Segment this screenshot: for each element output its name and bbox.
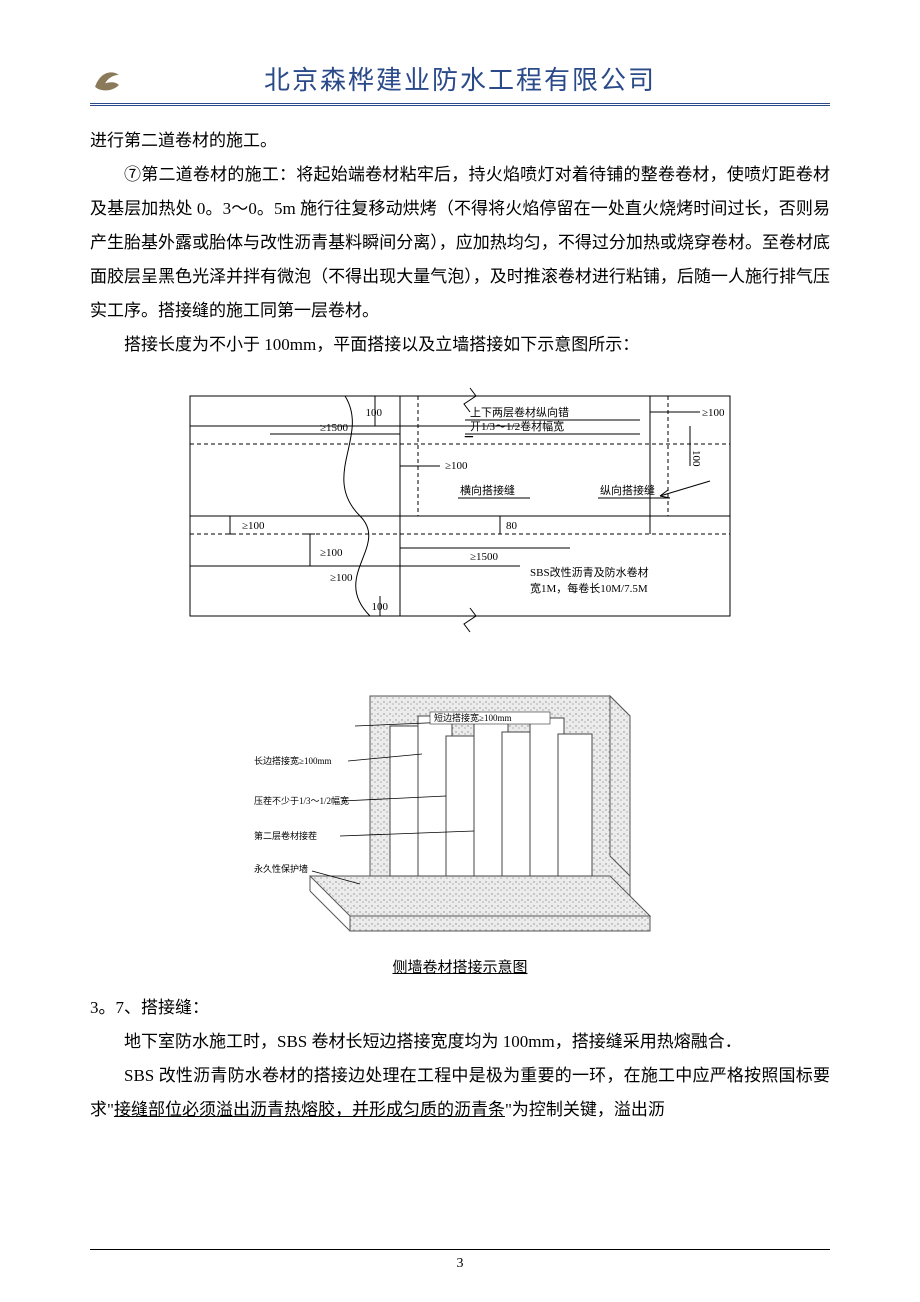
d2-label-1: 短边搭接宽≥100mm	[434, 712, 511, 723]
company-name: 北京森桦建业防水工程有限公司	[264, 60, 656, 97]
svg-text:─: ─	[464, 431, 473, 443]
paragraph-continuation: 进行第二道卷材的施工。	[90, 124, 830, 158]
note-sbs-a: SBS改性沥青及防水卷材	[530, 565, 649, 579]
paragraph-basement: 地下室防水施工时，SBS 卷材长短边搭接宽度均为 100mm，搭接缝采用热熔融合…	[90, 1025, 830, 1059]
page: 北京森桦建业防水工程有限公司 进行第二道卷材的施工。 ⑦第二道卷材的施工：将起始…	[0, 0, 920, 1302]
section-3-7: 3。7、搭接缝：	[90, 991, 830, 1025]
dim-1500-top: ≥1500	[320, 422, 349, 434]
footer-rule	[90, 1249, 830, 1250]
dim-1500-bot: ≥1500	[470, 551, 499, 563]
diagram-side-wall: 短边搭接宽≥100mm 长边搭接宽≥100mm 压茬不少于1/3～1/2幅宽 第…	[90, 676, 830, 946]
body: 进行第二道卷材的施工。 ⑦第二道卷材的施工：将起始端卷材粘牢后，持火焰喷灯对着待…	[90, 124, 830, 362]
diagram-plan-overlap: 100 ≥1500 ≥100 ≥100 ≥100 ≥100 ≥100 80 ≥1…	[90, 376, 830, 636]
paragraph-7: ⑦第二道卷材的施工：将起始端卷材粘牢后，持火焰喷灯对着待铺的整卷卷材，使喷灯距卷…	[90, 158, 830, 328]
dim-80: 80	[506, 520, 518, 532]
note-sbs-b: 宽1M，每卷长10M/7.5M	[530, 581, 648, 595]
dim-g100e: ≥100	[702, 407, 725, 419]
paragraph-overlap-intro: 搭接长度为不小于 100mm，平面搭接以及立墙搭接如下示意图所示：	[90, 328, 830, 362]
header: 北京森桦建业防水工程有限公司	[90, 60, 830, 106]
p5-tail: "为控制关键，溢出沥	[505, 1100, 665, 1119]
dim-100-top: 100	[366, 407, 383, 419]
d2-label-5: 永久性保护墙	[254, 863, 308, 874]
d2-label-2: 长边搭接宽≥100mm	[254, 755, 331, 766]
d2-label-4: 第二层卷材接茬	[254, 830, 317, 841]
dim-100-bot: 100	[372, 601, 389, 613]
paragraph-sbs-seam: SBS 改性沥青防水卷材的搭接边处理在工程中是极为重要的一环，在施工中应严格按照…	[90, 1059, 830, 1127]
dim-g100c: ≥100	[320, 547, 343, 559]
d2-label-3: 压茬不少于1/3～1/2幅宽	[254, 795, 349, 806]
diagram2-caption: 侧墙卷材搭接示意图	[90, 956, 830, 977]
company-logo-icon	[90, 63, 124, 97]
note-horiz-seam: 横向搭接缝	[460, 483, 515, 497]
page-number: 3	[0, 1256, 920, 1272]
dim-g100d: ≥100	[330, 572, 353, 584]
p5-underlined: 接缝部位必须溢出沥青热熔胶，并形成匀质的沥青条	[114, 1100, 505, 1119]
dim-g100b: ≥100	[242, 520, 265, 532]
note-vert-seam: 纵向搭接缝	[600, 483, 655, 497]
note-stagger-b: 开1/3～1/2卷材幅宽	[470, 419, 564, 433]
dim-g100a: ≥100	[445, 460, 468, 472]
note-stagger-a: 上下两层卷材纵向错	[470, 405, 569, 419]
dim-100-right: 100	[690, 450, 702, 467]
body-lower: 地下室防水施工时，SBS 卷材长短边搭接宽度均为 100mm，搭接缝采用热熔融合…	[90, 1025, 830, 1127]
